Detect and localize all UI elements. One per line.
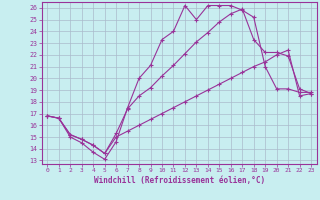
- X-axis label: Windchill (Refroidissement éolien,°C): Windchill (Refroidissement éolien,°C): [94, 176, 265, 185]
